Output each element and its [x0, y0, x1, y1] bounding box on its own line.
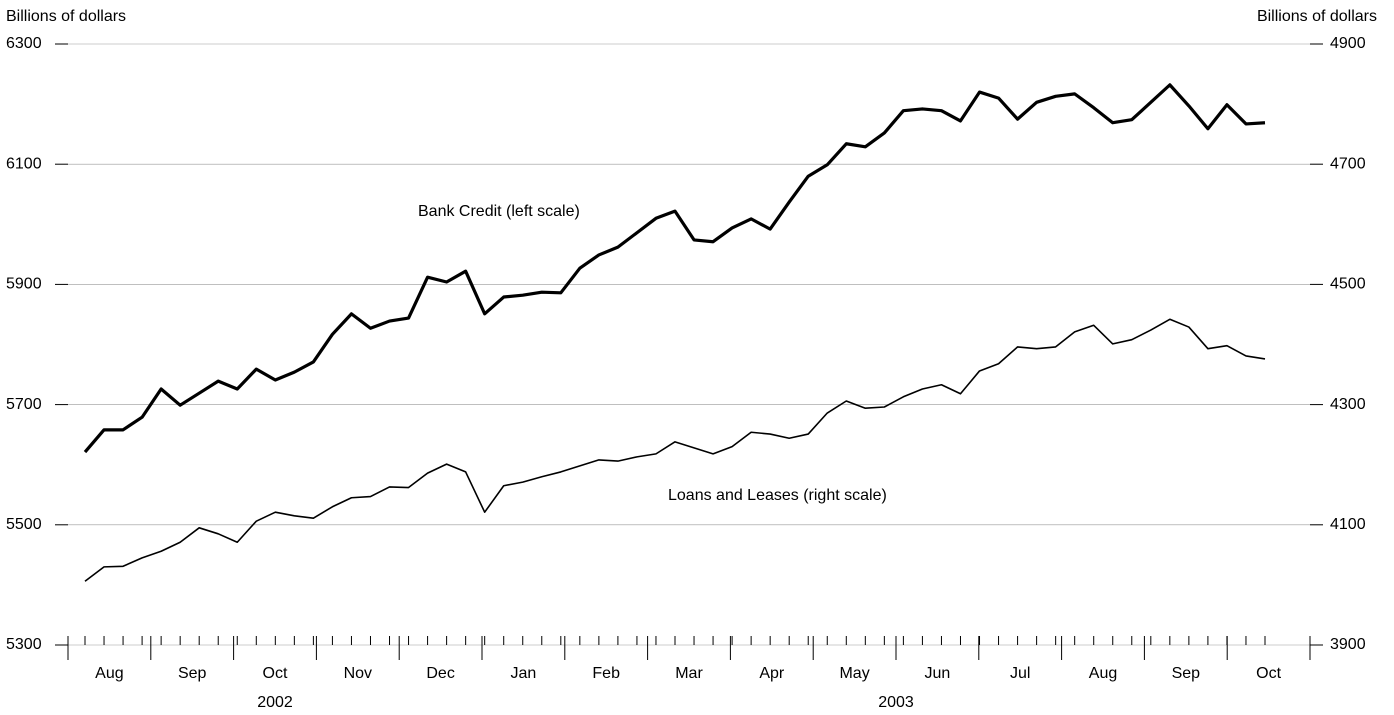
y2-tick-label: 3900: [1330, 636, 1366, 653]
x-month-label: Feb: [592, 665, 620, 682]
series-label: Bank Credit (left scale): [418, 203, 580, 220]
x-month-label: Oct: [1256, 665, 1281, 682]
series-line: [84, 318, 1266, 582]
y-tick-label: 6300: [6, 35, 42, 52]
y-tick-label: 5700: [6, 396, 42, 413]
y-axis-label: Billions of dollars: [6, 8, 126, 25]
y-tick-label: 5300: [6, 636, 42, 653]
x-month-label: Jan: [511, 665, 537, 682]
y2-tick-label: 4100: [1330, 516, 1366, 533]
series-label: Loans and Leases (right scale): [668, 487, 887, 504]
x-month-label: May: [839, 665, 869, 682]
y2-tick-label: 4500: [1330, 276, 1366, 293]
x-month-label: Jun: [925, 665, 951, 682]
x-year-label: 2003: [878, 694, 914, 711]
x-month-label: Aug: [95, 665, 123, 682]
series-line: [83, 83, 1266, 454]
x-year-label: 2002: [257, 694, 293, 711]
y2-tick-label: 4900: [1330, 35, 1366, 52]
x-month-label: Dec: [426, 665, 454, 682]
x-month-label: Jul: [1010, 665, 1030, 682]
x-month-label: Sep: [1172, 665, 1201, 682]
y2-axis-label: Billions of dollars: [1257, 8, 1377, 25]
x-month-label: Aug: [1089, 665, 1117, 682]
x-month-label: Nov: [344, 665, 372, 682]
y2-tick-label: 4700: [1330, 155, 1366, 172]
y-tick-label: 6100: [6, 155, 42, 172]
x-month-label: Sep: [178, 665, 207, 682]
y-tick-label: 5500: [6, 516, 42, 533]
y2-tick-label: 4300: [1330, 396, 1366, 413]
y-tick-label: 5900: [6, 276, 42, 293]
x-month-label: Apr: [759, 665, 785, 682]
x-month-label: Oct: [263, 665, 288, 682]
x-month-label: Mar: [675, 665, 703, 682]
